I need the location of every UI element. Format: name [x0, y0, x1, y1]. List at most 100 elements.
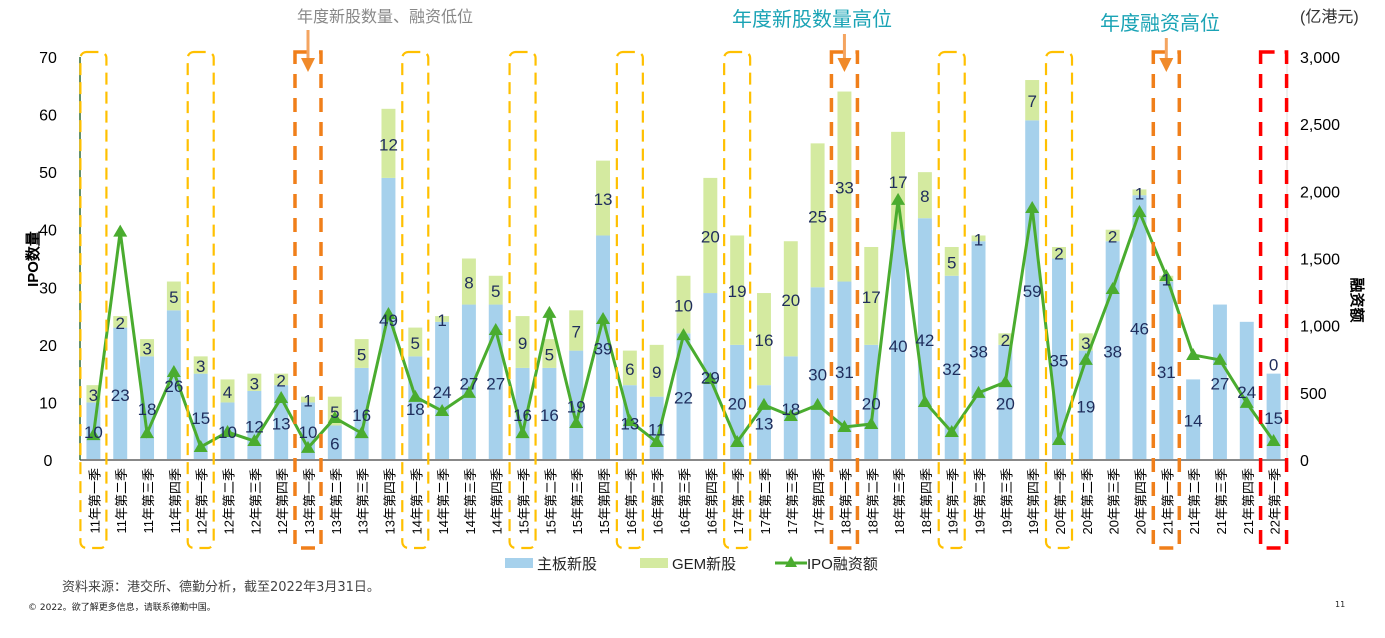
bar-gem [676, 275, 691, 334]
y-tick-left: 70 [39, 50, 57, 67]
label-gem: 0 [1269, 356, 1278, 375]
label-gem: 10 [674, 297, 693, 316]
bar-gem [1132, 189, 1147, 196]
label-gem: 5 [357, 345, 366, 364]
label-gem: 2 [115, 314, 124, 333]
bar-main [569, 350, 584, 460]
ipo-amount-marker [676, 328, 691, 341]
highlight-box-yellow [615, 50, 644, 550]
bar-gem [783, 241, 798, 357]
label-gem: 19 [728, 282, 747, 301]
label-gem: 4 [223, 383, 232, 402]
x-tick: 14年第四季 [490, 468, 505, 534]
label-gem: 5 [947, 253, 956, 272]
bar-gem [730, 235, 745, 345]
x-tick: 19年第一季 [946, 468, 961, 534]
bar-gem [756, 293, 771, 386]
annotation-text: 年度新股数量高位 [732, 8, 892, 31]
highlight-box-yellow [1044, 50, 1074, 550]
bar-gem [1078, 333, 1093, 351]
label-gem: 2 [1054, 245, 1063, 264]
legend-swatch [505, 558, 533, 568]
x-tick: 21年第二季 [1187, 468, 1202, 534]
x-tick: 12年第二季 [222, 468, 237, 534]
x-tick: 21年第四季 [1241, 468, 1256, 534]
bar-gem [864, 246, 879, 345]
label-main: 19 [1076, 397, 1095, 416]
ipo-amount-marker [891, 192, 906, 205]
x-tick: 17年第三季 [785, 468, 800, 534]
bar-main [596, 235, 611, 460]
ipo-amount-marker [1105, 281, 1120, 294]
bar-gem [944, 246, 959, 276]
ipo-amount-marker [193, 439, 208, 452]
label-gem: 9 [652, 363, 661, 382]
label-gem: 20 [781, 291, 800, 310]
x-tick: 13年第二季 [329, 468, 344, 534]
ipo-amount-marker [1159, 268, 1174, 281]
y-tick-right: 2,000 [1300, 184, 1340, 201]
label-gem: 8 [920, 187, 929, 206]
highlight-box-yellow [508, 50, 537, 550]
bar-main [810, 287, 825, 460]
x-tick: 16年第二季 [651, 468, 666, 534]
label-gem: 1 [974, 230, 983, 249]
bar-gem [1105, 229, 1120, 242]
bar-main [891, 229, 906, 460]
ipo-amount-marker [864, 416, 879, 429]
legend-swatch-marker [785, 556, 797, 567]
ipo-amount-marker [300, 440, 315, 453]
y-tick-right: 1,000 [1300, 319, 1340, 336]
right-unit: (亿港元) [1300, 8, 1359, 26]
label-gem: 9 [518, 334, 527, 353]
bar-gem [569, 310, 584, 351]
label-main: 20 [996, 394, 1015, 413]
x-tick: 20年第四季 [1133, 468, 1148, 534]
label-main: 10 [84, 423, 103, 442]
x-tick: 15年第一季 [517, 468, 532, 534]
ipo-amount-marker [1212, 352, 1227, 365]
label-main: 23 [111, 386, 130, 405]
bar-main [1025, 120, 1040, 460]
x-tick: 15年第四季 [597, 468, 612, 534]
x-tick: 15年第二季 [543, 468, 558, 534]
x-tick: 20年第二季 [1080, 468, 1095, 534]
bar-main [327, 425, 342, 460]
bar-main [944, 275, 959, 460]
highlight-box-yellow [186, 50, 215, 550]
label-main: 29 [701, 369, 720, 388]
ipo-amount-marker [515, 426, 530, 439]
bar-gem [247, 373, 262, 391]
label-main: 14 [1184, 412, 1203, 431]
x-tick: 18年第三季 [892, 468, 907, 534]
bar-main [1239, 321, 1254, 460]
bar-main [1132, 195, 1147, 460]
ipo-amount-marker [166, 365, 181, 378]
label-gem: 6 [625, 360, 634, 379]
bar-gem [1052, 246, 1066, 259]
x-tick: 11年第三季 [141, 468, 156, 534]
label-main: 13 [755, 415, 774, 434]
label-main: 15 [1264, 409, 1283, 428]
annotation-text: 年度新股数量、融资低位 [297, 8, 473, 26]
label-gem: 5 [491, 282, 500, 301]
y-tick-right: 500 [1300, 386, 1327, 403]
y-tick-right: 0 [1300, 453, 1309, 470]
label-gem: 1 [303, 392, 312, 411]
bar-gem [408, 327, 423, 357]
copyright: © 2022。欲了解更多信息，请联系德勤中国。 [28, 603, 216, 613]
bar-gem [435, 316, 450, 322]
ipo-amount-marker [1186, 347, 1201, 360]
label-main: 12 [245, 417, 264, 436]
ipo-amount-marker [837, 419, 852, 432]
x-tick: 14年第二季 [436, 468, 451, 534]
x-tick: 18年第一季 [838, 468, 853, 534]
x-tick: 16年第三季 [678, 468, 693, 534]
ipo-amount-marker [783, 408, 798, 421]
label-main: 13 [272, 415, 291, 434]
label-main: 20 [728, 394, 747, 413]
label-gem: 1 [1135, 184, 1144, 203]
bar-main [1212, 304, 1227, 460]
bar-gem [274, 373, 289, 386]
label-gem: 7 [1027, 92, 1036, 111]
